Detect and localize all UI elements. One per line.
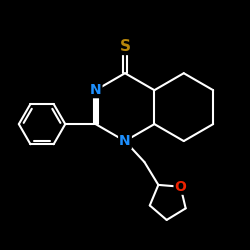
Text: O: O [174, 180, 186, 194]
Text: N: N [119, 134, 131, 148]
Text: N: N [90, 83, 102, 97]
Text: S: S [120, 39, 130, 54]
